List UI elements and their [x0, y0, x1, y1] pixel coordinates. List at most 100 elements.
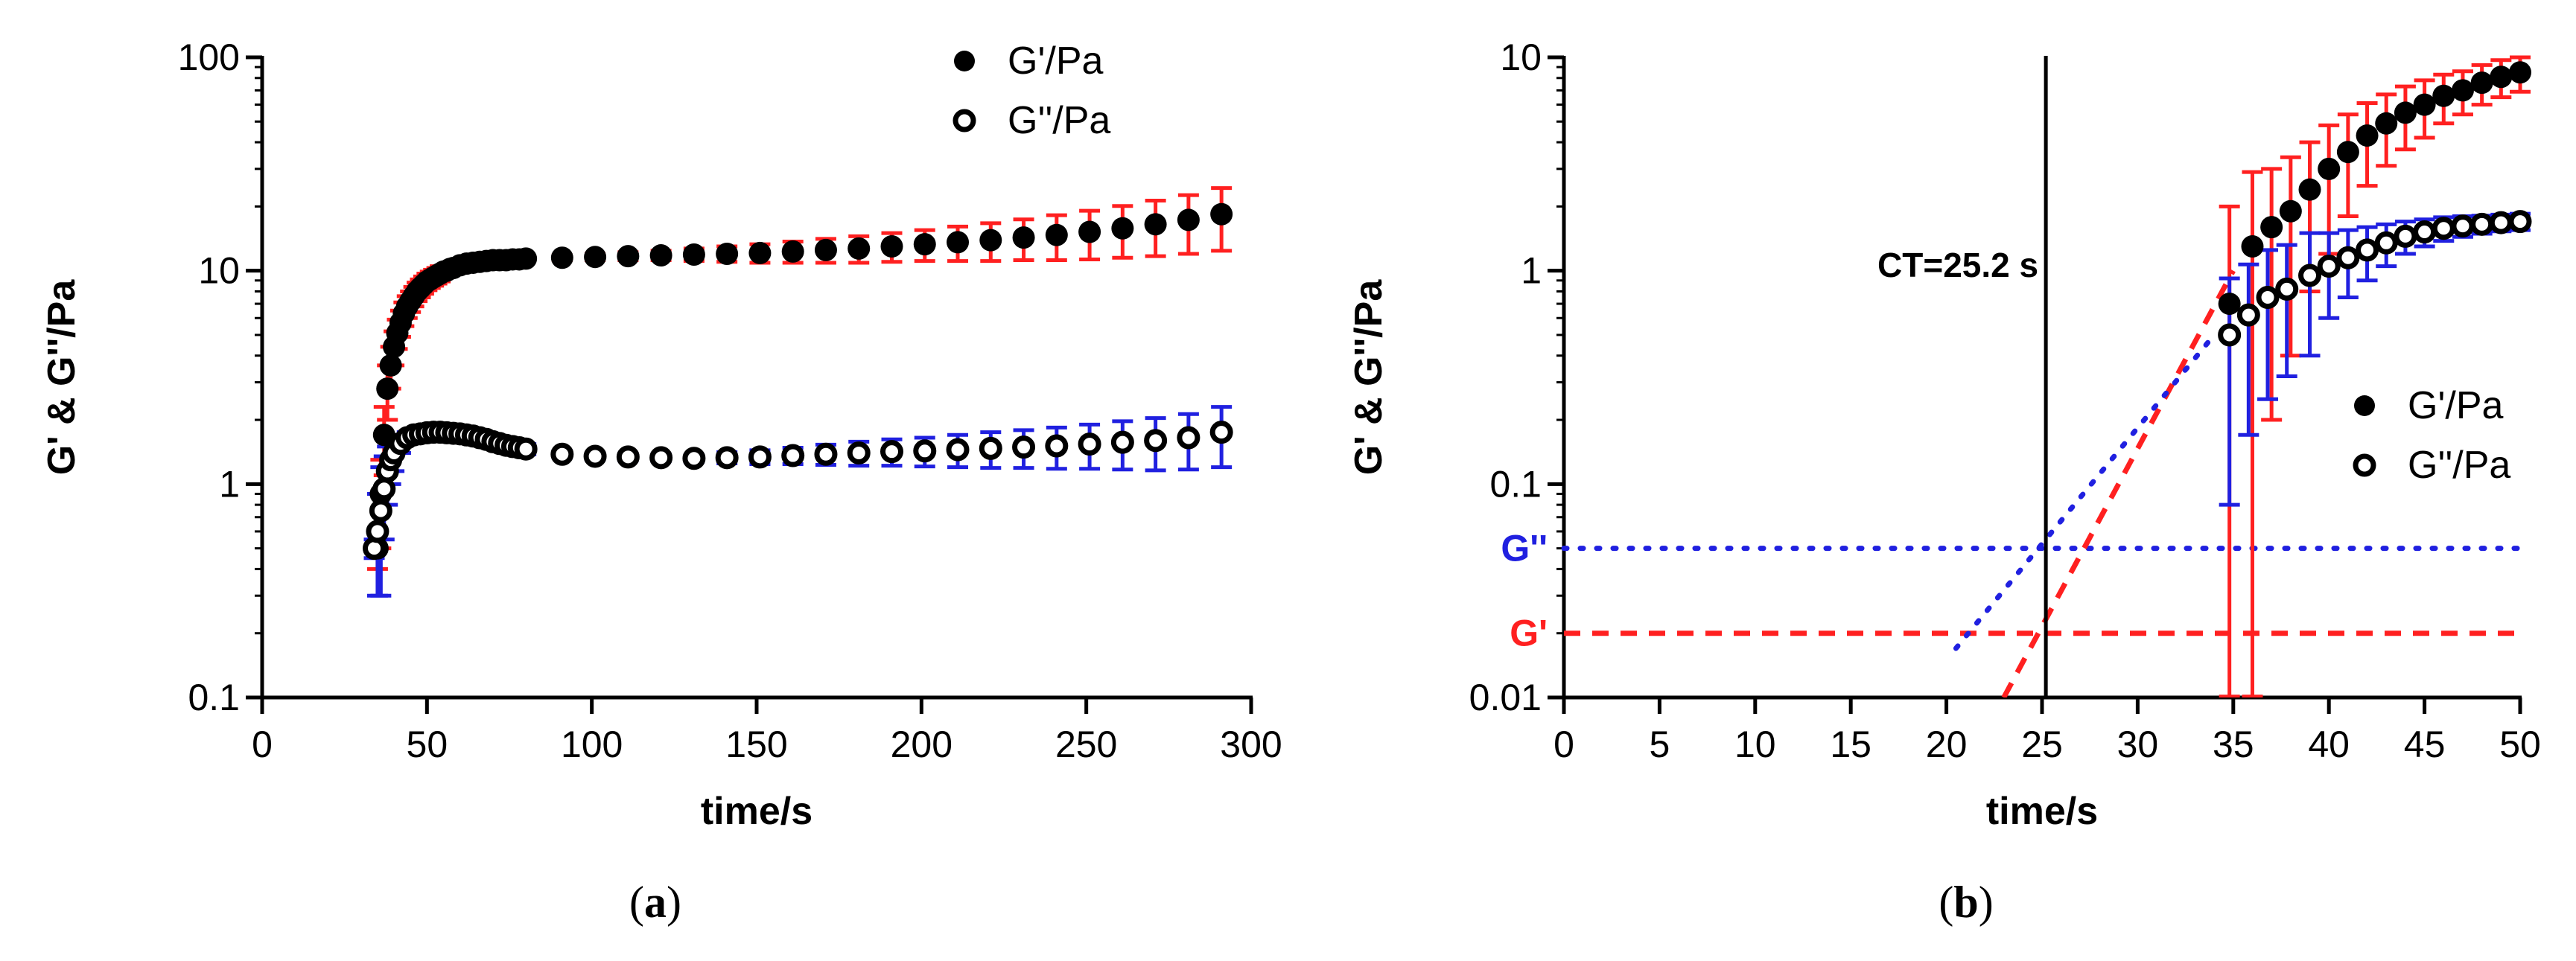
panel-a-g-prime-point — [913, 233, 936, 256]
panel-b-g-double-prime-point — [2236, 303, 2260, 327]
panel-a-g-prime-point — [550, 246, 573, 269]
panel-b-legend-label: G'/Pa — [2408, 384, 2504, 427]
panel-a-g-prime-point — [1111, 217, 1134, 240]
panel-a-g-double-prime-point — [366, 520, 389, 543]
panel-a-g-double-prime-point — [913, 439, 937, 463]
panel-a-g-double-prime-point — [682, 447, 706, 470]
panel-a-caption: (a) — [629, 878, 681, 927]
panel-a-g-double-prime-point — [550, 442, 574, 466]
panel-a-g-double-prime-point — [514, 437, 538, 461]
panel-b-x-tick-label: 50 — [2499, 724, 2541, 765]
panel-a-g-double-prime-point — [715, 446, 739, 470]
panel-b-g-double-prime-point — [2374, 231, 2398, 255]
panel-a-g-double-prime-point — [880, 440, 903, 464]
panel-b-y-tick-label: 1 — [1521, 250, 1542, 292]
panel-a-g-prime-point — [1078, 220, 1101, 243]
panel-a-y-tick-label: 10 — [198, 250, 240, 292]
panel-b-fit-line — [2001, 269, 2236, 697]
panel-a-y-axis-title: G' & G''/Pa — [40, 279, 83, 476]
panel-b-x-tick-label: 20 — [1926, 724, 1968, 765]
panel-b-g-prime-point — [2279, 199, 2302, 223]
panel-a-x-tick-label: 200 — [891, 724, 953, 765]
panel-b-g-double-prime-point — [2508, 210, 2532, 234]
panel-b-g-double-prime-point — [2317, 255, 2341, 278]
panel-b-g-prime-point — [2509, 61, 2531, 84]
panel-b-g-prime-point — [2432, 84, 2455, 107]
panel-a-g-prime-point — [847, 237, 871, 260]
panel-b-g-prime-point — [2356, 124, 2379, 147]
panel-a-x-tick-label: 50 — [407, 724, 448, 765]
panel-b-g-double-prime-point — [2356, 238, 2379, 262]
panel-b-y-axis-title: G' & G''/Pa — [1347, 279, 1390, 476]
panel-a-g-prime-point — [880, 235, 903, 258]
panel-a-g-double-prime-point — [372, 477, 396, 501]
panel-a-legend-label: G'/Pa — [1008, 39, 1104, 83]
panel-b-g-prime-point — [2470, 71, 2493, 95]
panel-b-x-tick-label: 45 — [2404, 724, 2446, 765]
panel-b-x-tick-label: 5 — [1649, 724, 1670, 765]
panel-a-g-double-prime-point — [748, 445, 772, 469]
panel-a-x-tick-label: 250 — [1055, 724, 1117, 765]
panel-a-g-prime-point — [1177, 208, 1200, 232]
panel-b-g-prime-point — [2490, 66, 2513, 89]
panel-b-g-double-prime-point — [2470, 212, 2494, 236]
panel-a-x-tick-label: 100 — [561, 724, 623, 765]
panel-b-g-prime-point — [2260, 216, 2283, 239]
panel-b-g-prime-point — [2394, 101, 2417, 124]
panel-b-g-double-prime-point — [2432, 217, 2455, 240]
panel-b-g-prime-point — [2375, 112, 2398, 135]
panel-b-hline-label: G'' — [1501, 528, 1548, 569]
panel-b-g-double-prime-point — [2489, 211, 2513, 234]
panel-b-g-prime-point — [2241, 235, 2264, 258]
panel-a-g-double-prime-point — [814, 442, 838, 466]
panel-a-g-prime-point — [376, 377, 399, 400]
panel-b-g-double-prime-point — [2275, 277, 2299, 301]
panel-a-y-tick-label: 1 — [219, 463, 240, 505]
panel-a-g-double-prime-point — [1045, 434, 1069, 458]
panel-b-x-tick-label: 10 — [1734, 724, 1776, 765]
panel-a-g-double-prime-point — [1110, 430, 1134, 454]
panel-a-g-prime-point — [1012, 226, 1035, 249]
panel-a-g-double-prime-point — [369, 499, 392, 523]
panel-b-x-tick-label: 25 — [2021, 724, 2063, 765]
panel-a-legend-label: G''/Pa — [1008, 99, 1110, 142]
panel-a-g-double-prime-point — [1144, 429, 1168, 453]
panel-b-g-double-prime-point — [2394, 224, 2417, 248]
panel-b-y-tick-label: 10 — [1500, 36, 1542, 78]
panel-b-g-prime-point — [2298, 178, 2321, 201]
panel-b-x-tick-label: 15 — [1830, 724, 1871, 765]
panel-b-g-prime-point — [2318, 157, 2341, 180]
panel-a-y-tick-label: 0.1 — [188, 677, 240, 718]
panel-a-g-prime-point — [1045, 223, 1068, 246]
panel-b-g-prime-point — [2451, 79, 2474, 102]
panel-a-g-double-prime-point — [616, 445, 640, 469]
panel-a-x-axis-title: time/s — [701, 790, 812, 833]
panel-a-g-prime-point — [1210, 202, 1233, 226]
panel-b-plot-area — [1561, 55, 2532, 697]
panel-a-g-double-prime-point — [946, 438, 970, 462]
panel-a-g-prime-point — [979, 229, 1002, 252]
panel-b-x-tick-label: 30 — [2117, 724, 2159, 765]
panel-b-g-prime-point — [2218, 293, 2241, 316]
panel-a-x-tick-label: 0 — [252, 724, 273, 765]
panel-a-g-prime-point — [682, 243, 705, 266]
panel-a-g-double-prime-point — [1177, 426, 1200, 450]
panel-a-plot-area — [363, 186, 1233, 598]
panel-a-g-double-prime-point — [781, 444, 805, 467]
panel-b-g-double-prime-point — [2218, 323, 2242, 347]
panel-a-legend-marker-open — [953, 109, 976, 133]
panel-b-g-double-prime-point — [2256, 285, 2280, 309]
panel-b-legend-label: G''/Pa — [2408, 444, 2510, 487]
panel-a-g-double-prime-point — [1078, 432, 1101, 456]
panel-b-chart: 0.01 0.1 1 10 0 5 10 15 20 25 30 35 40 45 50 time/s G' &… — [1347, 36, 2541, 927]
panel-b-x-axis-title: time/s — [1986, 790, 2098, 833]
panel-a-g-double-prime-point — [979, 436, 1002, 460]
panel-b-g-double-prime-point — [2298, 264, 2322, 287]
panel-b-g-prime-point — [2413, 93, 2436, 116]
panel-a-g-double-prime-point — [1209, 421, 1233, 444]
panel-b-x-tick-label: 0 — [1553, 724, 1574, 765]
panel-b-g-double-prime-point — [2336, 246, 2360, 269]
panel-b-legend-marker-filled — [2354, 395, 2375, 416]
panel-b-y-tick-label: 0.01 — [1469, 677, 1542, 718]
